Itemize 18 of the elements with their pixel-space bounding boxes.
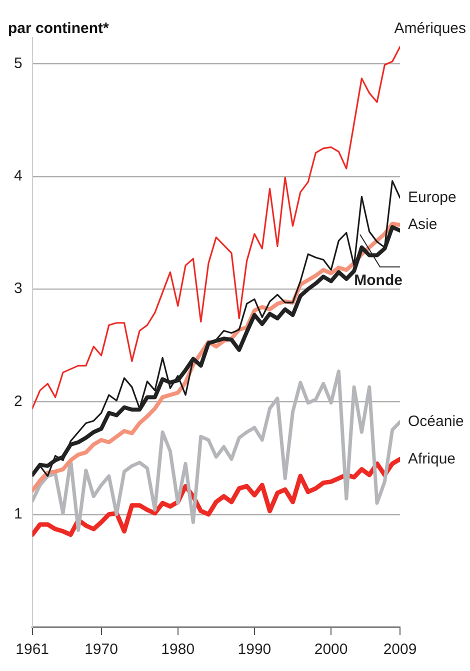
y-tick-label: 3 (14, 280, 22, 298)
y-tick-label: 2 (14, 392, 22, 410)
x-tick-label: 1990 (238, 641, 272, 658)
series-label: Afrique (408, 450, 456, 468)
y-tick-label: 1 (14, 506, 22, 522)
y-tick-label: 5 (14, 54, 22, 72)
y-tick-label: 4 (14, 168, 22, 185)
x-tick-label: 1961 (16, 641, 50, 658)
x-tick-label: 1980 (161, 641, 195, 658)
series-label: Asie (408, 216, 438, 234)
legend-label: Monde (354, 272, 402, 290)
x-tick-label: 2009 (383, 641, 417, 658)
series-label: Océanie (408, 413, 464, 430)
series-label: Europe (408, 188, 456, 206)
x-tick-label: 2000 (314, 641, 348, 658)
chart-title: par continent* (8, 20, 109, 37)
series-label: Amériques (394, 20, 466, 38)
x-tick-label: 1970 (84, 641, 118, 658)
